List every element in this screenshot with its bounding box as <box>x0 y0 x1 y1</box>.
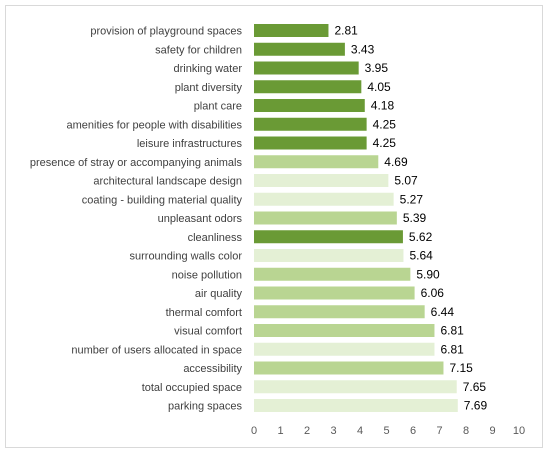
bar <box>254 99 365 112</box>
bar <box>254 211 397 225</box>
category-label: amenities for people with disabilities <box>67 119 243 131</box>
category-label: thermal comfort <box>166 307 242 319</box>
category-label: parking spaces <box>168 401 242 413</box>
bar <box>254 324 435 337</box>
value-label: 4.25 <box>373 117 397 131</box>
value-label: 4.25 <box>373 136 397 150</box>
category-label: plant care <box>194 101 242 113</box>
bar <box>254 380 457 394</box>
category-label: presence of stray or accompanying animal… <box>30 157 243 169</box>
category-label: total occupied space <box>142 382 242 394</box>
bar <box>254 155 379 169</box>
value-label: 5.07 <box>394 174 418 188</box>
x-tick-label: 10 <box>513 425 525 437</box>
bar <box>254 267 411 281</box>
x-tick-label: 2 <box>304 425 310 437</box>
bar <box>254 80 362 94</box>
value-label: 7.69 <box>464 399 488 413</box>
category-label: provision of playground spaces <box>90 26 242 38</box>
bar <box>254 117 367 131</box>
bar <box>254 399 458 412</box>
value-label: 7.15 <box>449 361 473 375</box>
x-tick-label: 7 <box>436 425 442 437</box>
category-label: leisure infrastructures <box>137 138 243 150</box>
value-label: 5.62 <box>409 230 433 244</box>
category-label: number of users allocated in space <box>71 344 242 356</box>
bar <box>254 192 394 206</box>
category-label: visual comfort <box>174 326 242 338</box>
value-label: 6.06 <box>421 286 445 300</box>
bar <box>254 42 345 56</box>
value-label: 5.39 <box>403 211 427 225</box>
value-label: 5.64 <box>409 249 433 263</box>
bar <box>254 136 367 150</box>
category-label: noise pollution <box>172 269 242 281</box>
category-label: drinking water <box>174 63 243 75</box>
category-label: architectural landscape design <box>93 176 242 188</box>
bar <box>254 61 359 75</box>
category-label: plant diversity <box>175 82 243 94</box>
value-label: 3.95 <box>365 61 389 75</box>
category-label: air quality <box>195 288 243 300</box>
value-label: 2.81 <box>334 24 358 38</box>
bar <box>254 342 435 356</box>
value-label: 4.18 <box>371 99 395 113</box>
x-tick-label: 8 <box>463 425 469 437</box>
value-label: 5.27 <box>400 192 424 206</box>
value-label: 3.43 <box>351 42 375 56</box>
bar <box>254 361 444 375</box>
x-tick-label: 3 <box>330 425 336 437</box>
bar <box>254 174 389 187</box>
category-label: coating - building material quality <box>82 194 243 206</box>
value-label: 6.81 <box>440 342 464 356</box>
category-label: surrounding walls color <box>130 251 243 263</box>
value-label: 6.44 <box>431 305 455 319</box>
bar <box>254 230 403 244</box>
category-label: safety for children <box>155 44 242 56</box>
bar <box>254 249 404 262</box>
x-tick-label: 0 <box>251 425 257 437</box>
bar <box>254 286 415 300</box>
bar <box>254 24 329 37</box>
category-label: cleanliness <box>188 232 243 244</box>
x-tick-label: 9 <box>489 425 495 437</box>
value-label: 4.69 <box>384 155 408 169</box>
value-label: 4.05 <box>367 80 391 94</box>
category-label: accessibility <box>183 363 242 375</box>
value-label: 7.65 <box>463 380 487 394</box>
x-tick-label: 5 <box>383 425 389 437</box>
x-tick-label: 4 <box>357 425 363 437</box>
value-label: 6.81 <box>440 324 464 338</box>
x-tick-label: 1 <box>277 425 283 437</box>
x-tick-label: 6 <box>410 425 416 437</box>
category-label: unpleasant odors <box>158 213 243 225</box>
value-label: 5.90 <box>416 267 440 281</box>
bar <box>254 305 425 319</box>
